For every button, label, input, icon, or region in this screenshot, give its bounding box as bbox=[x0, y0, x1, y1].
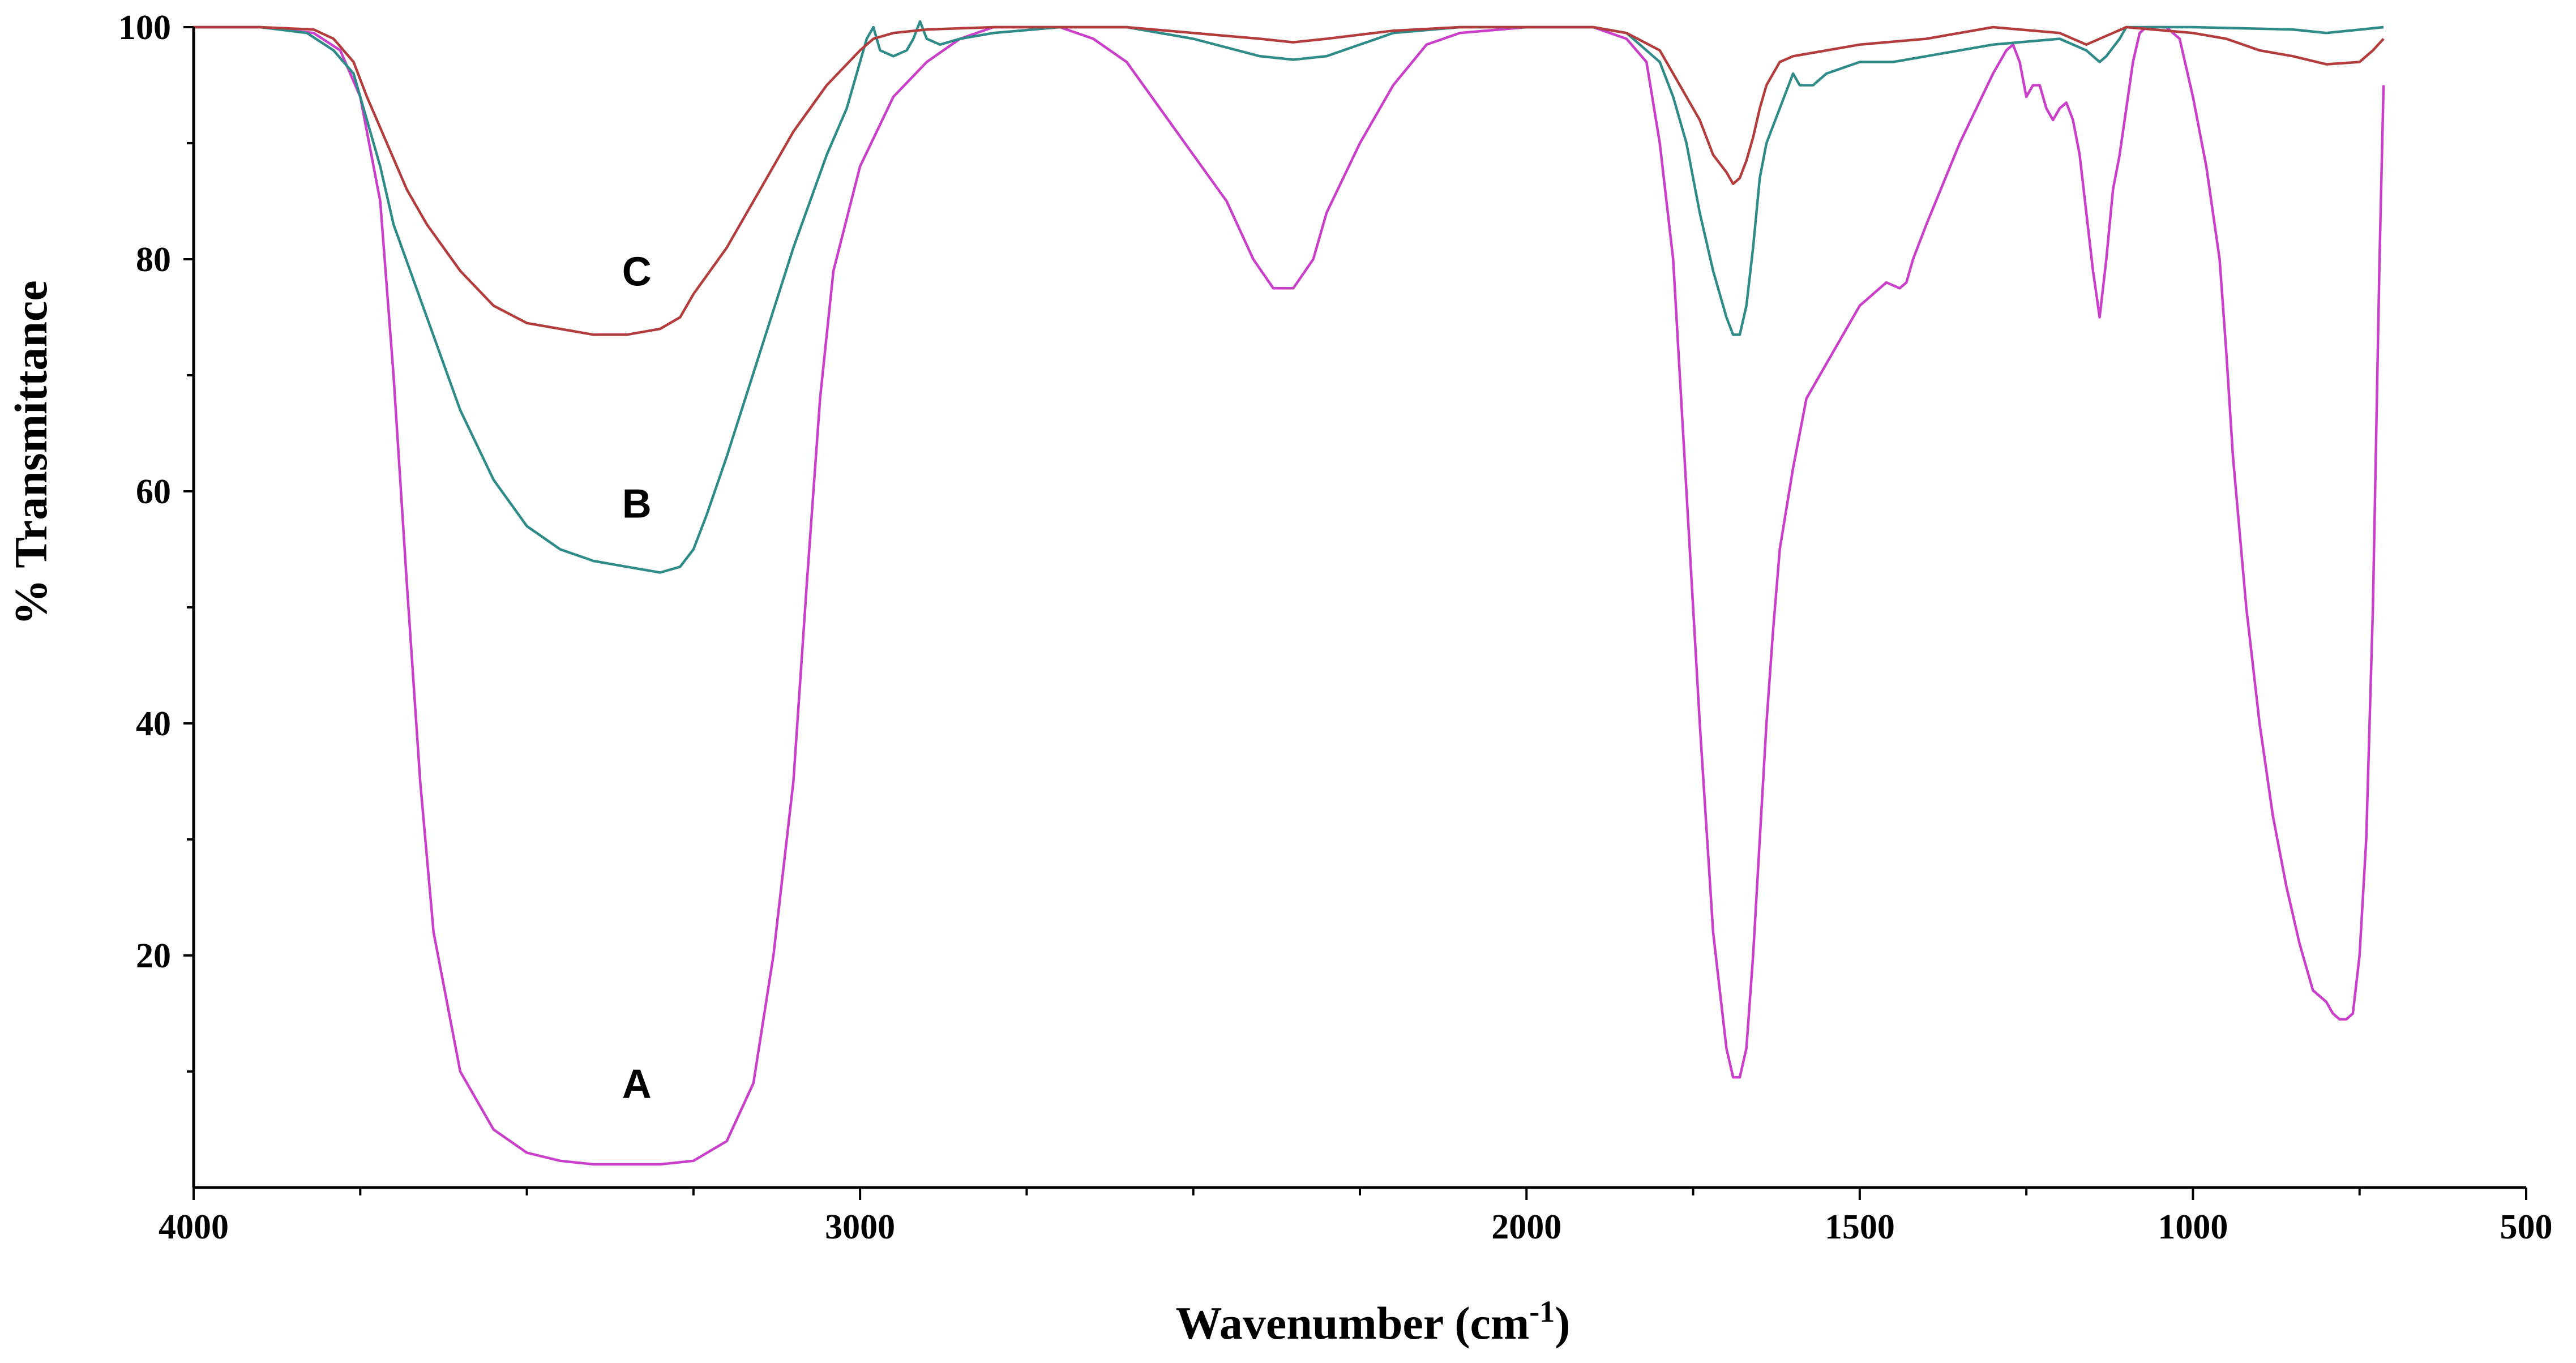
axes-layer bbox=[192, 27, 2526, 1189]
x-tick-label: 500 bbox=[2500, 1208, 2553, 1246]
series-layer bbox=[194, 20, 2385, 1166]
x-tick-label: 4000 bbox=[159, 1208, 229, 1246]
series-line-c bbox=[194, 25, 2385, 336]
x-axis-title-main: Wavenumber (cm bbox=[1175, 1297, 1529, 1349]
y-tick-label: 40 bbox=[136, 705, 171, 743]
series-label-c: C bbox=[622, 250, 652, 295]
y-tick-label: 20 bbox=[136, 937, 171, 975]
x-axis-title-superscript: -1 bbox=[1529, 1295, 1555, 1328]
x-tick-label: 1500 bbox=[1825, 1208, 1895, 1246]
series-line-a bbox=[194, 25, 2385, 1166]
x-axis-title: Wavenumber (cm-1) bbox=[1175, 1295, 1570, 1349]
x-tick-label: 3000 bbox=[825, 1208, 895, 1246]
y-tick-label: 60 bbox=[136, 473, 171, 511]
ticks-layer: 20 40 60 80 100 4000 3000 2000 1500 1000 500 bbox=[118, 8, 2553, 1246]
y-tick-label: 100 bbox=[118, 8, 171, 47]
x-tick-label: 1000 bbox=[2158, 1208, 2228, 1246]
y-tick-label: 80 bbox=[136, 241, 171, 279]
x-tick-label: 2000 bbox=[1491, 1208, 1561, 1246]
series-line-b bbox=[194, 20, 2384, 574]
labels-layer: A B C bbox=[622, 250, 652, 1107]
y-axis-title: % Transmittance bbox=[5, 280, 57, 625]
x-axis-title-close: ) bbox=[1555, 1297, 1570, 1349]
series-label-a: A bbox=[622, 1062, 652, 1107]
series-label-b: B bbox=[622, 482, 652, 527]
